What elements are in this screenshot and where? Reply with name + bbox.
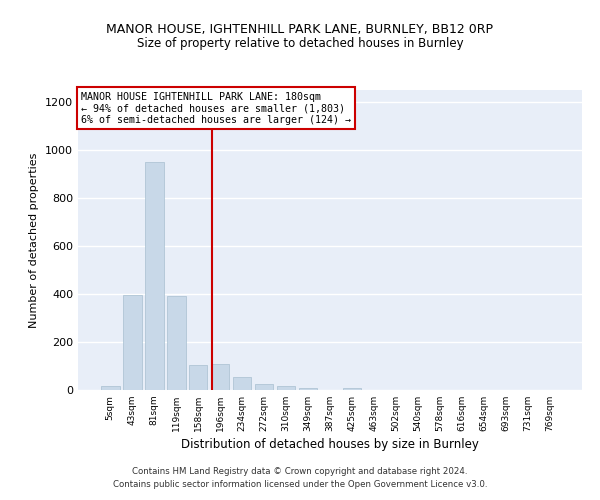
Bar [101, 386, 119, 390]
X-axis label: Distribution of detached houses by size in Burnley: Distribution of detached houses by size … [181, 438, 479, 451]
Bar [211, 364, 229, 390]
Bar [255, 384, 274, 390]
Bar [145, 162, 164, 390]
Bar [167, 296, 185, 390]
Bar [189, 365, 208, 390]
Bar [277, 386, 295, 390]
Text: Size of property relative to detached houses in Burnley: Size of property relative to detached ho… [137, 38, 463, 51]
Bar [343, 388, 361, 390]
Text: Contains public sector information licensed under the Open Government Licence v3: Contains public sector information licen… [113, 480, 487, 489]
Text: MANOR HOUSE, IGHTENHILL PARK LANE, BURNLEY, BB12 0RP: MANOR HOUSE, IGHTENHILL PARK LANE, BURNL… [107, 22, 493, 36]
Y-axis label: Number of detached properties: Number of detached properties [29, 152, 40, 328]
Bar [123, 295, 142, 390]
Bar [299, 388, 317, 390]
Text: Contains HM Land Registry data © Crown copyright and database right 2024.: Contains HM Land Registry data © Crown c… [132, 467, 468, 476]
Bar [233, 377, 251, 390]
Text: MANOR HOUSE IGHTENHILL PARK LANE: 180sqm
← 94% of detached houses are smaller (1: MANOR HOUSE IGHTENHILL PARK LANE: 180sqm… [80, 92, 350, 124]
